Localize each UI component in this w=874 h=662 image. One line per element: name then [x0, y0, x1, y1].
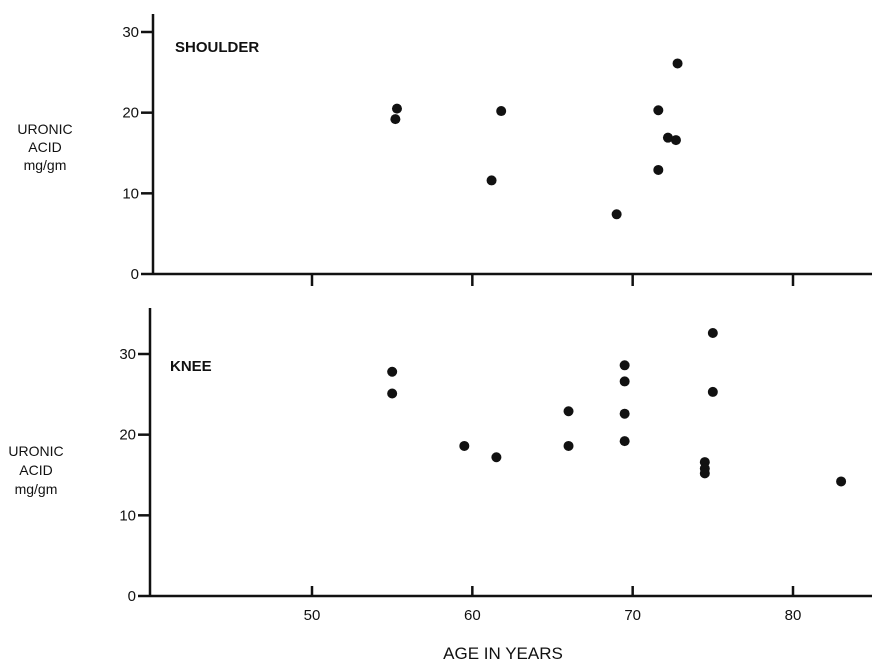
knee-data-point — [619, 408, 630, 419]
shoulder-data-point — [496, 106, 507, 117]
shoulder-panel: SHOULDER URONIC ACID mg/gm 0 10 20 30 — [17, 14, 872, 286]
shoulder-data-point — [390, 114, 401, 125]
shoulder-axes: 0 10 20 30 — [122, 14, 872, 286]
knee-data-point — [563, 406, 574, 417]
shoulder-y-tick-label: 10 — [122, 185, 139, 202]
knee-y-tick-label: 20 — [119, 427, 136, 444]
shoulder-panel-title: SHOULDER — [175, 39, 259, 56]
knee-data-point — [707, 386, 718, 397]
knee-data-point — [699, 468, 710, 479]
shoulder-ylabel-line-2: ACID — [28, 139, 61, 155]
knee-data-point — [619, 376, 630, 387]
shoulder-points — [390, 58, 683, 220]
shoulder-y-axis-label: URONIC ACID mg/gm — [17, 121, 72, 173]
knee-x-tick-label: 60 — [464, 607, 481, 624]
knee-data-point — [387, 388, 398, 399]
knee-data-point — [619, 360, 630, 371]
shoulder-data-point — [391, 103, 402, 114]
knee-panel: KNEE URONIC ACID mg/gm 0 10 20 30 50 60 70 80 — [8, 308, 872, 624]
shoulder-data-point — [486, 175, 497, 186]
knee-data-point — [387, 366, 398, 377]
knee-ylabel-line-2: ACID — [19, 462, 52, 478]
shoulder-y-tick-label: 20 — [122, 105, 139, 122]
shoulder-data-point — [670, 135, 681, 146]
shoulder-data-point — [653, 164, 664, 175]
shoulder-data-point — [653, 105, 664, 116]
knee-x-tick-label: 80 — [785, 607, 802, 624]
knee-y-tick-label: 30 — [119, 346, 136, 363]
knee-panel-title: KNEE — [170, 358, 212, 375]
knee-ylabel-line-3: mg/gm — [15, 481, 58, 497]
knee-ylabel-line-1: URONIC — [8, 443, 63, 459]
x-axis-label: AGE IN YEARS — [443, 644, 563, 662]
knee-y-tick-label: 10 — [119, 507, 136, 524]
knee-points — [387, 328, 847, 487]
knee-data-point — [619, 436, 630, 447]
shoulder-ylabel-line-3: mg/gm — [24, 157, 67, 173]
knee-data-point — [836, 476, 847, 487]
shoulder-y-tick-label: 0 — [131, 266, 139, 283]
knee-data-point — [563, 440, 574, 451]
knee-data-point — [707, 328, 718, 339]
shoulder-y-tick-label: 30 — [122, 24, 139, 41]
shoulder-ylabel-line-1: URONIC — [17, 121, 72, 137]
knee-data-point — [459, 440, 470, 451]
knee-x-tick-label: 50 — [304, 607, 321, 624]
knee-x-tick-label: 70 — [624, 607, 641, 624]
knee-y-tick-label: 0 — [128, 588, 136, 605]
shoulder-data-point — [672, 58, 683, 69]
knee-axes: 0 10 20 30 50 60 70 80 — [119, 308, 872, 624]
shoulder-data-point — [662, 132, 673, 143]
shoulder-data-point — [611, 209, 622, 220]
knee-data-point — [491, 452, 502, 463]
knee-y-axis-label: URONIC ACID mg/gm — [8, 443, 63, 497]
